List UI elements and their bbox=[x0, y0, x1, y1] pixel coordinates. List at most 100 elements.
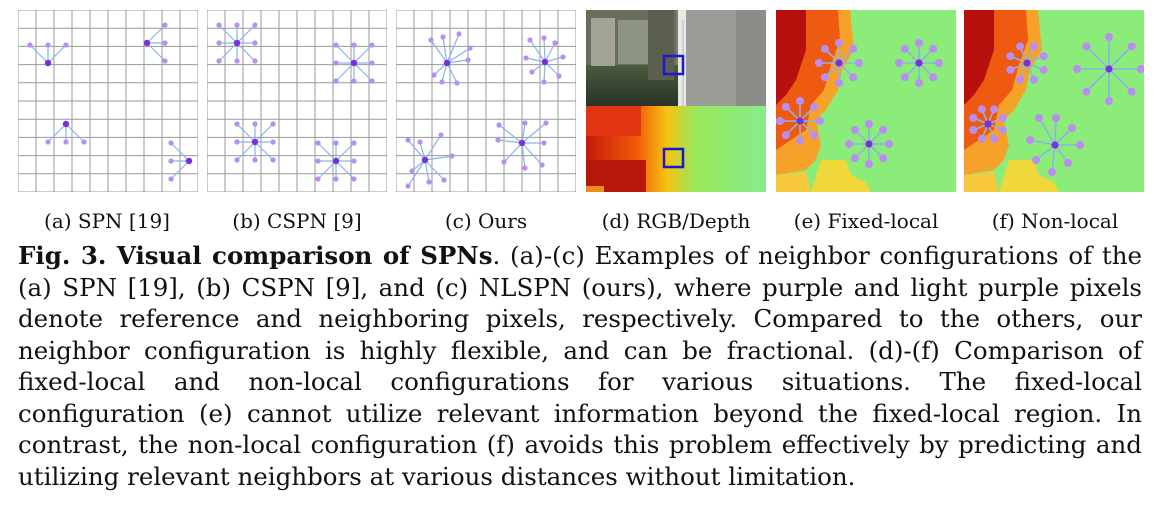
neighbor-pixel bbox=[333, 176, 339, 182]
neighbor-pixel bbox=[543, 120, 549, 126]
neighbor-edge bbox=[47, 44, 67, 64]
neighbor-edge bbox=[446, 62, 458, 84]
neighbor-pixel bbox=[369, 42, 375, 48]
neighbor-pixel bbox=[541, 79, 547, 85]
neighbor-pixel bbox=[45, 42, 51, 48]
neighbor-edge bbox=[407, 139, 426, 161]
neighbor-edge bbox=[353, 62, 373, 82]
neighbor-edge bbox=[424, 159, 430, 183]
neighbor-pixel bbox=[405, 137, 411, 143]
neighbor-edge bbox=[47, 123, 67, 143]
reference-pixel bbox=[518, 139, 526, 147]
panel-cspn bbox=[207, 10, 387, 192]
neighbor-pixel bbox=[522, 165, 528, 171]
neighbor-edge bbox=[424, 134, 442, 161]
non-local-depth-map bbox=[964, 10, 1144, 192]
neighbor-configurations bbox=[405, 31, 566, 189]
neighbor-pixel bbox=[351, 158, 357, 164]
subfigure-label-b: (b) CSPN [9] bbox=[232, 209, 362, 233]
highlight-box-rgb bbox=[662, 54, 685, 76]
neighbor-configuration bbox=[45, 120, 87, 145]
neighbor-pixel bbox=[456, 31, 462, 37]
neighbor-pixel bbox=[820, 73, 829, 82]
neighbor-pixel bbox=[438, 132, 444, 138]
neighbor-pixel bbox=[998, 113, 1007, 122]
neighbor-pixel bbox=[168, 158, 174, 164]
neighbor-pixel bbox=[850, 154, 859, 163]
reference-pixel bbox=[865, 140, 873, 148]
pixel-grid bbox=[18, 10, 198, 192]
neighbor-configuration bbox=[845, 120, 893, 168]
neighbor-pixel bbox=[969, 113, 978, 122]
neighbor-pixel bbox=[1082, 87, 1091, 96]
neighbor-pixel bbox=[216, 58, 222, 64]
neighbor-edge bbox=[335, 142, 355, 162]
neighbor-edge bbox=[442, 36, 448, 64]
neighbor-edge bbox=[1085, 45, 1110, 70]
neighbor-configuration bbox=[895, 39, 943, 87]
panel-spn bbox=[18, 10, 198, 192]
neighbor-pixel bbox=[990, 134, 999, 143]
neighbor-configuration bbox=[216, 22, 258, 64]
neighbor-configuration bbox=[815, 39, 863, 87]
neighbor-pixel bbox=[820, 44, 829, 53]
neighbor-pixel bbox=[1039, 52, 1048, 61]
fixed-local-depth-map bbox=[776, 10, 956, 192]
neighbor-pixel bbox=[252, 157, 258, 163]
neighbor-pixel bbox=[351, 140, 357, 146]
neighbor-configuration bbox=[27, 42, 69, 67]
neighbor-edge bbox=[424, 159, 445, 181]
neighbor-pixel bbox=[234, 157, 240, 163]
neighbor-pixel bbox=[1137, 65, 1144, 73]
neighbor-pixel bbox=[929, 44, 938, 53]
neighbor-pixel bbox=[1039, 65, 1048, 74]
neighbor-pixel bbox=[1006, 65, 1015, 74]
neighbor-pixel bbox=[915, 39, 923, 47]
neighbor-pixel bbox=[1064, 159, 1072, 167]
subfigure-label-d: (d) RGB/Depth bbox=[601, 209, 751, 233]
panel-ours bbox=[396, 10, 576, 192]
neighbor-pixel bbox=[409, 168, 415, 174]
neighbor-pixel bbox=[539, 162, 545, 168]
neighbor-edge bbox=[254, 123, 274, 143]
nlspn-grid-diagram bbox=[396, 10, 576, 192]
neighbor-edge bbox=[236, 123, 256, 143]
neighbor-configuration bbox=[405, 132, 455, 189]
pixel-grid bbox=[396, 10, 576, 192]
neighbor-pixel bbox=[849, 73, 858, 82]
neighbor-pixel bbox=[1073, 65, 1081, 73]
caption-text: . (a)-(c) Examples of neighbor configura… bbox=[18, 241, 1142, 491]
neighbor-configuration bbox=[234, 121, 276, 163]
reference-pixel bbox=[332, 157, 340, 165]
subfigure-label-f: (f) Non-local bbox=[991, 209, 1119, 233]
neighbor-edge bbox=[446, 47, 471, 64]
neighbor-edge bbox=[146, 42, 166, 62]
reference-pixel bbox=[251, 138, 259, 146]
neighbor-configuration bbox=[969, 105, 1007, 143]
neighbor-pixel bbox=[835, 79, 843, 87]
neighbor-pixel bbox=[315, 158, 321, 164]
pixel-grid bbox=[207, 10, 387, 192]
neighbor-pixel bbox=[865, 120, 873, 128]
neighbor-pixel bbox=[895, 59, 903, 67]
neighbor-edge bbox=[446, 59, 469, 64]
neighbor-edge bbox=[521, 122, 526, 144]
neighbor-pixel bbox=[315, 140, 321, 146]
neighbor-edge bbox=[497, 139, 523, 144]
neighbor-pixel bbox=[431, 72, 437, 78]
spn-grid-diagram bbox=[18, 10, 198, 192]
neighbor-edge bbox=[446, 33, 460, 64]
neighbor-configuration bbox=[333, 42, 375, 84]
neighbor-pixel bbox=[969, 126, 978, 135]
reference-pixel bbox=[44, 59, 52, 67]
neighbor-edge bbox=[1108, 45, 1133, 70]
neighbor-pixel bbox=[1105, 33, 1113, 41]
neighbor-pixel bbox=[63, 139, 69, 145]
neighbor-pixel bbox=[351, 176, 357, 182]
neighbor-configuration bbox=[428, 31, 473, 86]
neighbor-pixel bbox=[351, 42, 357, 48]
reference-pixel bbox=[421, 156, 429, 164]
figure-caption: Fig. 3. Visual comparison of SPNs. (a)-(… bbox=[18, 240, 1142, 492]
neighbor-edge bbox=[335, 44, 355, 64]
neighbor-edge bbox=[236, 42, 256, 62]
